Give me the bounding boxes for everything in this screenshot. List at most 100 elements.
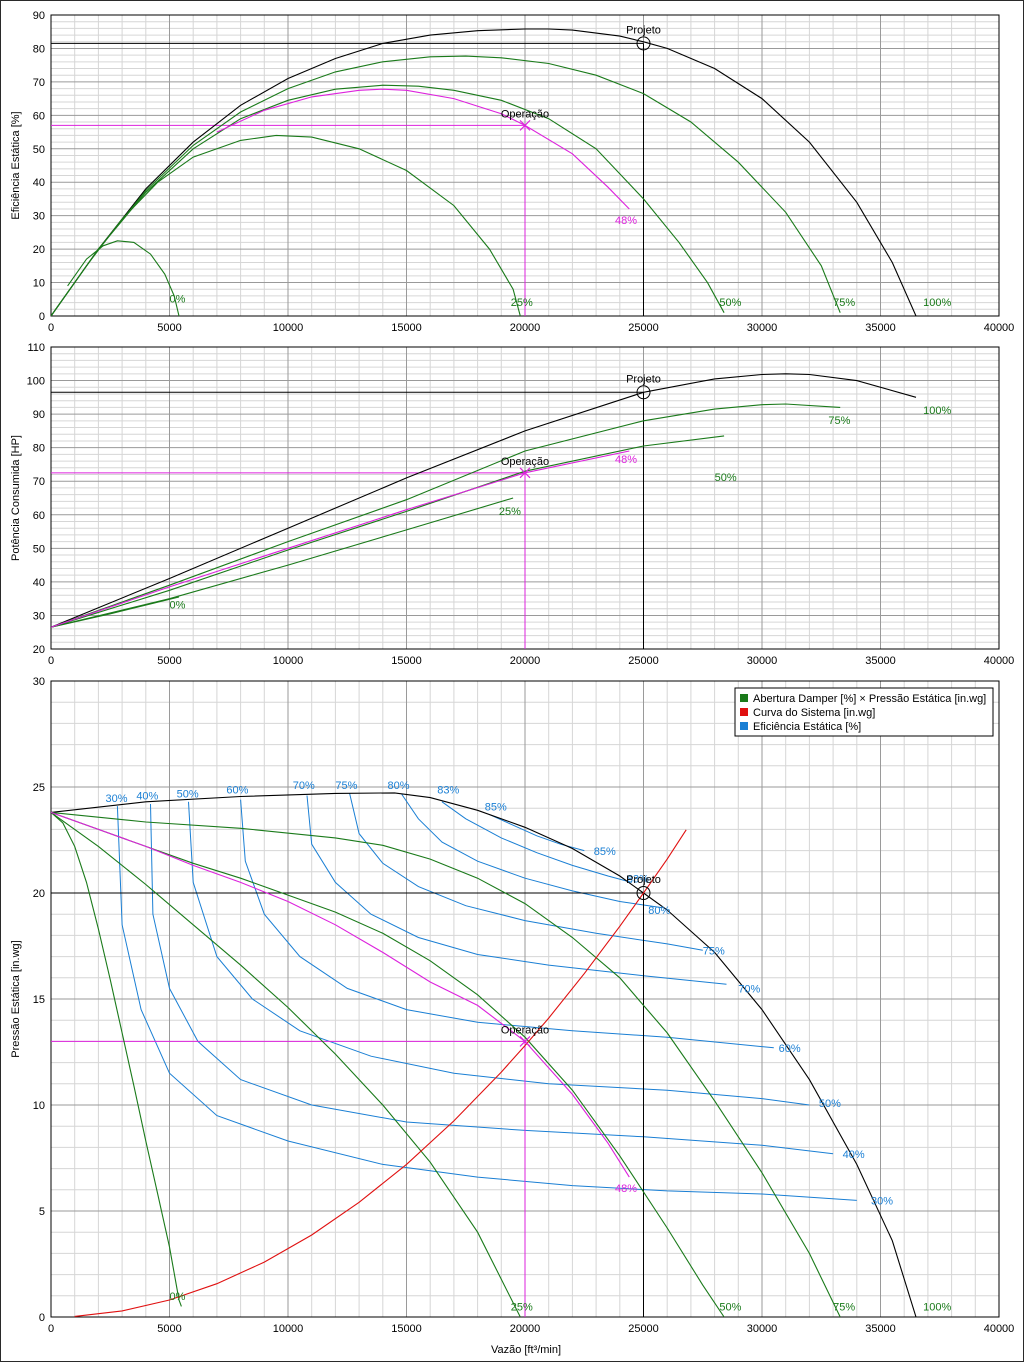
y-tick-label: 20 (33, 888, 45, 900)
x-tick-label: 15000 (391, 1323, 422, 1335)
x-tick-label: 25000 (628, 655, 659, 667)
y-tick-label: 0 (39, 311, 45, 323)
series-label: 25% (511, 1302, 533, 1314)
series-label: 0% (170, 1291, 186, 1303)
series-label: 25% (511, 297, 533, 309)
y-tick-label: 20 (33, 644, 45, 656)
series-label: 48% (615, 1183, 637, 1195)
chart-panel-1: 0 5000 10000 15000 20000 25000 30000 35000 40000… (10, 10, 1014, 334)
y-tick-label: 30 (33, 610, 45, 622)
series-label: 100% (923, 297, 951, 309)
y-tick-label: 50 (33, 144, 45, 156)
efficiency-label: 75% (703, 945, 725, 957)
series-line-25pct (51, 497, 514, 628)
y-axis-label: Potência Consumida [HP] (10, 435, 22, 561)
operation-point-label: Operação (501, 1024, 549, 1036)
operation-point-marker (519, 467, 531, 479)
y-tick-label: 90 (33, 10, 45, 22)
efficiency-label: 83% (627, 873, 649, 885)
design-point-marker (636, 886, 651, 900)
series-label: 50% (719, 1302, 741, 1314)
series-line-25pct (51, 811, 521, 1317)
efficiency-curve-80 (401, 794, 663, 909)
y-tick-label: 30 (33, 676, 45, 688)
series-label: 75% (833, 1302, 855, 1314)
efficiency-label: 30% (871, 1196, 893, 1208)
y-axis-label: Pressão Estática [in.wg] (10, 940, 22, 1057)
plot-series-layer (51, 792, 917, 1317)
x-tick-label: 35000 (865, 1323, 896, 1335)
design-point-label: Projeto (626, 373, 661, 385)
y-tick-label: 110 (27, 342, 45, 354)
series-label: 50% (719, 297, 741, 309)
series-line-100pct (51, 28, 917, 316)
design-point-label: Projeto (626, 874, 661, 886)
x-axis-label: Vazão [ft³/min] (491, 1344, 561, 1356)
series-line-50pct (51, 84, 725, 316)
legend-box (734, 687, 994, 737)
operation-point-label: Operação (501, 108, 549, 120)
legend-swatch-efficiency (740, 722, 748, 730)
efficiency-top-label: 40% (136, 791, 158, 803)
x-tick-label: 20000 (510, 322, 541, 334)
series-label: 50% (715, 472, 737, 484)
legend-swatch-damper (740, 694, 748, 702)
x-tick-label: 25000 (628, 322, 659, 334)
efficiency-top-label: 83% (437, 784, 459, 796)
efficiency-curve-50 (188, 801, 810, 1106)
efficiency-curve-30 (116, 806, 857, 1201)
series-line-48pct (51, 811, 630, 1178)
y-tick-label: 10 (33, 1100, 45, 1112)
series-label: 75% (833, 297, 855, 309)
x-tick-label: 5000 (157, 655, 181, 667)
y-tick-label: 30 (33, 211, 45, 223)
x-tick-label: 40000 (984, 322, 1015, 334)
y-tick-label: 10 (33, 278, 45, 290)
x-tick-label: 10000 (273, 1323, 304, 1335)
series-line-100pct (51, 373, 917, 628)
y-tick-label: 50 (33, 543, 45, 555)
series-line-50pct (51, 435, 725, 628)
series-label: 75% (828, 415, 850, 427)
x-tick-label: 15000 (391, 655, 422, 667)
x-tick-label: 30000 (747, 1323, 778, 1335)
design-point-label: Projeto (626, 24, 661, 36)
legend-item-efficiency: Eficiência Estática [%] (753, 721, 861, 733)
efficiency-label: 50% (819, 1098, 841, 1110)
x-tick-label: 35000 (865, 322, 896, 334)
y-tick-label: 5 (39, 1206, 45, 1218)
efficiency-top-label: 80% (388, 780, 410, 792)
x-tick-label: 35000 (865, 655, 896, 667)
series-line-system (74, 829, 687, 1317)
efficiency-curve-70 (306, 795, 727, 985)
efficiency-top-label: 85% (485, 801, 507, 813)
legend-item-system: Curva do Sistema [in.wg] (753, 707, 875, 719)
y-tick-label: 70 (33, 476, 45, 488)
x-tick-label: 0 (48, 1323, 54, 1335)
x-tick-label: 5000 (157, 322, 181, 334)
y-tick-label: 60 (33, 110, 45, 122)
series-line-75pct (51, 811, 841, 1317)
y-tick-label: 25 (33, 782, 45, 794)
legend-item-damper: Abertura Damper [%] × Pressão Estática [… (753, 693, 986, 705)
y-tick-label: 0 (39, 1312, 45, 1324)
y-tick-label: 80 (33, 443, 45, 455)
y-tick-label: 20 (33, 244, 45, 256)
operation-point-label: Operação (501, 456, 549, 468)
series-line-48pct (51, 450, 630, 628)
design-point-marker (636, 36, 651, 51)
x-tick-label: 40000 (984, 655, 1015, 667)
x-tick-label: 10000 (273, 655, 304, 667)
operation-point-marker (519, 1035, 531, 1047)
efficiency-curve-83 (441, 801, 632, 883)
x-tick-label: 0 (48, 322, 54, 334)
x-tick-label: 30000 (747, 655, 778, 667)
efficiency-curve-40 (150, 803, 834, 1155)
series-line-75pct (51, 403, 841, 628)
series-label: 25% (499, 506, 521, 518)
x-tick-label: 0 (48, 655, 54, 667)
efficiency-top-label: 70% (293, 780, 315, 792)
y-tick-label: 40 (33, 177, 45, 189)
efficiency-label: 85% (594, 846, 616, 858)
